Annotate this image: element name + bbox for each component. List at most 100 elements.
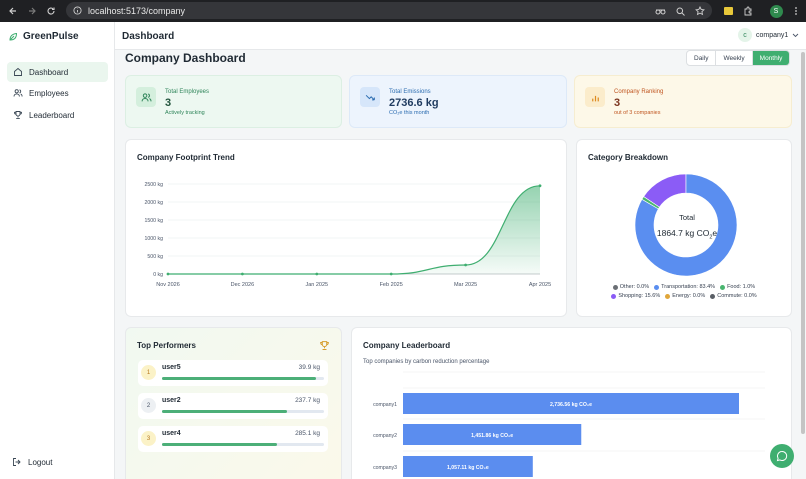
y-tick-label: 2000 kg	[145, 200, 164, 206]
stat-sub: Actively tracking	[165, 110, 205, 116]
trend-point[interactable]	[538, 184, 542, 188]
top-performers-card: Top Performers 1 user5 39.9 kg 2 user2 2…	[125, 327, 342, 479]
rank-badge: 2	[141, 398, 156, 413]
sidebar-item-label: Dashboard	[29, 67, 69, 77]
profile-avatar[interactable]: S	[766, 0, 786, 22]
header-title: Dashboard	[122, 31, 175, 42]
leaf-icon	[8, 32, 18, 42]
legend-label: Energy: 0.0%	[672, 293, 706, 299]
legend-item-energy: Energy: 0.0%	[665, 293, 705, 299]
y-tick-label: 0 kg	[153, 272, 163, 278]
stat-label: Total Emissions	[389, 89, 431, 95]
bar-value-label: 1,057.11 kg CO₂e	[447, 465, 489, 471]
x-tick-label: Dec 2026	[231, 282, 255, 288]
company-leaderboard-card: Company Leaderboard Top companies by car…	[351, 327, 792, 479]
trend-down-icon	[360, 87, 380, 107]
stat-card-ranking: Company Ranking 3 out of 3 companies	[574, 75, 792, 128]
bookmark-star-icon[interactable]	[690, 0, 710, 22]
address-bar[interactable]: localhost:5173/company	[66, 2, 712, 19]
logout-icon	[12, 457, 22, 467]
performer-name: user5	[162, 364, 181, 371]
card-title: Company Footprint Trend	[137, 153, 235, 162]
more-menu-icon[interactable]	[786, 0, 806, 22]
donut-slice-transportation[interactable]	[634, 173, 738, 277]
logout-button[interactable]: Logout	[12, 457, 52, 467]
range-monthly-button[interactable]: Monthly	[752, 51, 790, 65]
extension-icon[interactable]	[718, 0, 738, 22]
stat-value: 3	[614, 97, 621, 109]
incognito-icon[interactable]	[650, 0, 670, 22]
main-content: Company Dashboard Daily Weekly Monthly T…	[115, 50, 806, 479]
zoom-icon[interactable]	[670, 0, 690, 22]
progress-track	[162, 410, 324, 413]
trend-point[interactable]	[315, 272, 319, 276]
progress-track	[162, 443, 324, 446]
bar-category-label: company3	[373, 465, 397, 471]
trend-area	[168, 185, 540, 274]
forward-arrow-icon[interactable]	[24, 3, 40, 19]
legend-item-shopping: Shopping: 15.6%	[611, 293, 660, 299]
donut-slice-food[interactable]	[641, 196, 660, 210]
trend-point[interactable]	[389, 272, 393, 276]
reload-icon[interactable]	[43, 3, 59, 19]
sidebar-item-leaderboard[interactable]: Leaderboard	[7, 105, 108, 125]
progress-fill	[162, 377, 316, 380]
performer-value: 237.7 kg	[295, 397, 320, 404]
footprint-trend-card: Company Footprint Trend 2500 kg 2000 kg 15…	[125, 139, 567, 317]
scrollbar[interactable]	[801, 52, 805, 434]
performer-value: 39.9 kg	[298, 364, 320, 371]
legend-label: Shopping: 15.6%	[618, 293, 661, 299]
leaderboard-bar[interactable]	[403, 456, 533, 477]
page-title: Company Dashboard	[125, 51, 246, 65]
brand-name: GreenPulse	[23, 31, 79, 42]
url-text: localhost:5173/company	[88, 5, 186, 16]
stat-card-employees: Total Employees 3 Actively tracking	[125, 75, 342, 128]
donut-center-label: Total	[679, 213, 695, 222]
stat-value: 2736.6 kg	[389, 97, 439, 109]
sidebar: GreenPulse Dashboard Employees Leaderboa…	[0, 22, 115, 479]
x-tick-label: Feb 2025	[380, 282, 403, 288]
performer-row[interactable]: 2 user2 237.7 kg	[138, 393, 328, 419]
legend-label: Commute: 0.0%	[717, 293, 757, 299]
avatar: c	[738, 28, 752, 42]
time-range-toggle: Daily Weekly Monthly	[686, 50, 791, 66]
user-menu[interactable]: c company1	[738, 28, 799, 42]
back-arrow-icon[interactable]	[5, 3, 21, 19]
trend-point[interactable]	[166, 272, 170, 276]
progress-track	[162, 377, 324, 380]
chat-bubble-icon	[776, 450, 788, 462]
leaderboard-bar[interactable]	[403, 393, 739, 414]
bar-category-label: company1	[373, 402, 397, 408]
bar-category-label: company2	[373, 433, 397, 439]
stat-card-emissions: Total Emissions 2736.6 kg CO₂e this mont…	[349, 75, 567, 128]
stat-sub: CO₂e this month	[389, 110, 430, 116]
leaderboard-bar-chart: company1 2,736.56 kg CO₂e company2 1,451.86…	[373, 371, 765, 477]
trend-point[interactable]	[464, 263, 467, 267]
x-tick-label: Mar 2025	[454, 282, 477, 288]
sidebar-item-label: Employees	[29, 88, 69, 98]
sidebar-item-dashboard[interactable]: Dashboard	[7, 62, 108, 82]
user-name: company1	[756, 31, 789, 39]
card-subtitle: Top companies by carbon reduction percen…	[363, 359, 490, 365]
trophy-icon	[319, 340, 330, 351]
puzzle-icon[interactable]	[738, 0, 758, 22]
trend-point[interactable]	[241, 272, 244, 276]
leaderboard-bar[interactable]	[403, 424, 582, 445]
card-title: Company Leaderboard	[363, 341, 451, 350]
chat-button[interactable]	[770, 444, 794, 468]
performer-name: user2	[162, 397, 181, 404]
sidebar-item-employees[interactable]: Employees	[7, 83, 108, 103]
stat-label: Company Ranking	[614, 89, 664, 95]
site-info-icon[interactable]	[73, 6, 82, 15]
stat-value: 3	[165, 97, 172, 109]
brand[interactable]: GreenPulse	[8, 31, 79, 42]
performer-row[interactable]: 1 user5 39.9 kg	[138, 360, 328, 386]
range-weekly-button[interactable]: Weekly	[716, 51, 753, 65]
rank-badge: 3	[141, 431, 156, 446]
y-tick-label: 2500 kg	[145, 182, 164, 188]
users-icon	[12, 87, 24, 99]
legend-label: Other: 0.0%	[619, 284, 650, 290]
performer-row[interactable]: 3 user4 285.1 kg	[138, 426, 328, 452]
stat-label: Total Employees	[165, 89, 210, 95]
range-daily-button[interactable]: Daily	[687, 51, 717, 65]
